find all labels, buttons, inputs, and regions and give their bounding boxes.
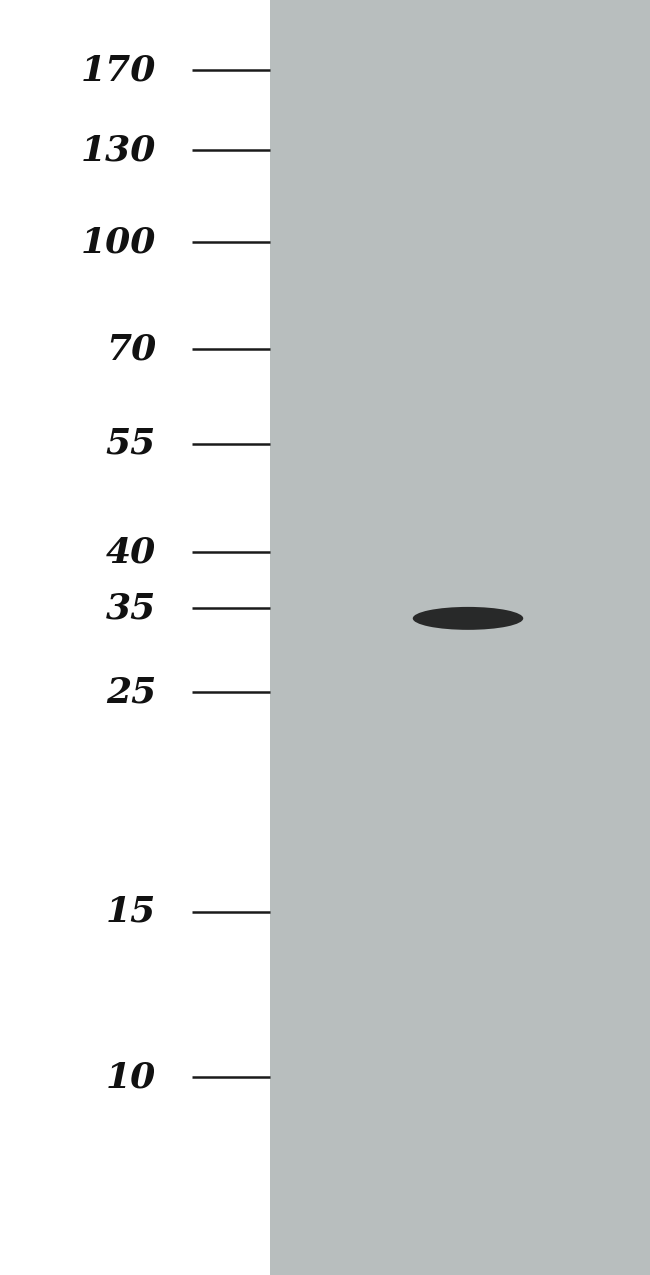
Text: 70: 70 — [106, 333, 156, 366]
Text: 35: 35 — [106, 592, 156, 625]
Text: 40: 40 — [106, 536, 156, 569]
Text: 130: 130 — [81, 134, 156, 167]
Text: 15: 15 — [106, 895, 156, 928]
Ellipse shape — [413, 607, 523, 630]
Text: 10: 10 — [106, 1061, 156, 1094]
Text: 100: 100 — [81, 226, 156, 259]
Text: 25: 25 — [106, 676, 156, 709]
Bar — [270, 0, 650, 1275]
Text: 55: 55 — [106, 427, 156, 460]
Text: 170: 170 — [81, 54, 156, 87]
